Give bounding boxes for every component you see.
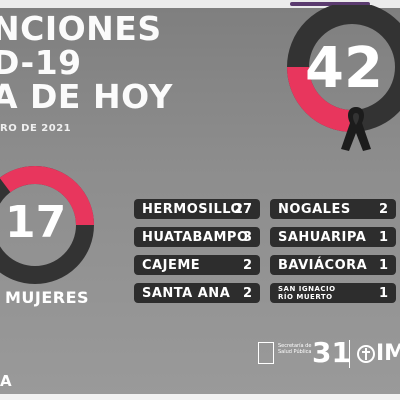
municipality-count: 1 <box>378 258 388 273</box>
municipality-name: NOGALES <box>278 202 351 217</box>
municipality-count: 27 <box>233 202 252 217</box>
municipality-count: 1 <box>378 230 388 245</box>
municipality-pill: SAHUARIPA 1 <box>270 227 396 247</box>
mourning-ribbon-icon <box>341 107 371 151</box>
imss-label: IM <box>376 341 400 366</box>
municipality-name: SAHUARIPA <box>278 230 367 245</box>
top-frame-accent <box>290 2 370 6</box>
deaths-ring-accent <box>287 66 353 132</box>
women-ring-chart <box>0 166 94 284</box>
municipality-pill: CAJEME 2 <box>134 255 260 275</box>
headline: NCIONES D-19 A DE HOY <box>0 12 220 114</box>
municipality-count: 1 <box>378 286 388 301</box>
municipality-name: HERMOSILLO <box>142 202 243 217</box>
municipality-pill: BAVIÁCORA 1 <box>270 255 396 275</box>
headline-line-2: D-19 <box>0 43 82 82</box>
municipality-count: 2 <box>242 286 252 301</box>
deaths-total-number: 42 <box>305 36 383 101</box>
headline-line-1: NCIONES <box>0 9 162 48</box>
municipality-count: 2 <box>378 202 388 217</box>
municipality-name: SAN IGNACIO RÍO MUERTO <box>278 285 336 301</box>
municipality-pill: HUATABAMPO 3 <box>134 227 260 247</box>
imss-logo-icon <box>357 345 375 363</box>
municipality-count: 2 <box>242 258 252 273</box>
top-frame <box>0 0 400 8</box>
footer-left-fragment: A <box>0 372 12 390</box>
government-emblem-icon <box>258 342 274 364</box>
health-secretariat-label: Secretaría de Salud Pública <box>278 343 312 355</box>
municipality-name: SANTA ANA <box>142 286 231 301</box>
municipality-pill: SAN IGNACIO RÍO MUERTO 1 <box>270 283 396 303</box>
women-ring-accent <box>0 166 94 226</box>
women-label: MUJERES <box>5 288 90 307</box>
municipality-pill: HERMOSILLO 27 <box>134 199 260 219</box>
footer-divider <box>349 340 350 368</box>
municipality-count: 3 <box>242 230 252 245</box>
municipality-name: CAJEME <box>142 258 201 273</box>
headline-line-3: A DE HOY <box>0 77 173 116</box>
municipality-pill: SANTA ANA 2 <box>134 283 260 303</box>
date-label: RO DE 2021 <box>0 123 72 134</box>
bottom-frame <box>0 394 400 400</box>
women-count-number: 17 <box>5 197 67 248</box>
municipality-name: BAVIÁCORA <box>278 258 368 273</box>
footer-number: 31 <box>312 336 351 369</box>
municipality-name: HUATABAMPO <box>142 230 249 245</box>
municipality-pill: NOGALES 2 <box>270 199 396 219</box>
